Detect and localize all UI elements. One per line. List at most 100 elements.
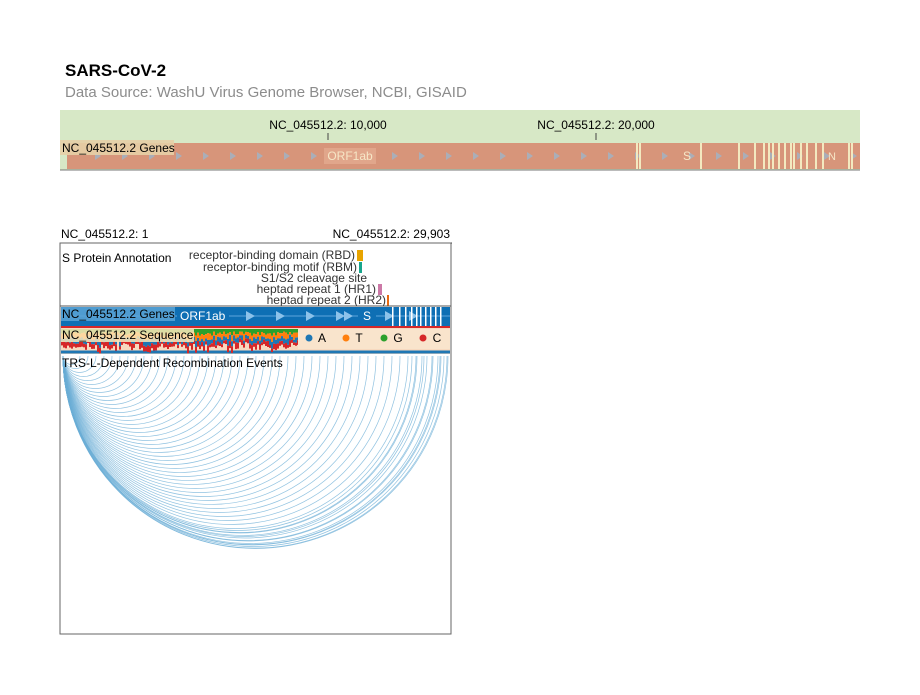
base-composition-bar (187, 342, 189, 347)
base-composition-bar (239, 335, 241, 339)
sequence-track-label-bg (61, 329, 194, 342)
base-composition-bar (79, 341, 81, 348)
base-composition-bar (99, 347, 101, 354)
recombination-arc (62, 355, 129, 389)
base-composition-bar (203, 329, 205, 336)
base-composition-bar (295, 337, 297, 343)
base-legend-label-c: C (433, 331, 442, 345)
genes-track-label: NC_045512.2 Genes (62, 307, 175, 321)
base-composition-bar (233, 331, 235, 336)
base-composition-bar (277, 343, 279, 349)
base-composition-bar (217, 333, 219, 337)
base-composition-bar (163, 343, 165, 348)
recombination-arcs[interactable] (62, 355, 449, 549)
base-composition-bar (237, 342, 239, 349)
overview-gene-body[interactable] (67, 143, 860, 169)
base-composition-bar (109, 340, 111, 346)
annotation-track-label: S Protein Annotation (62, 251, 171, 265)
base-composition-bar (229, 334, 231, 342)
gene-boundary (435, 307, 437, 326)
base-composition-bar (181, 344, 183, 347)
base-composition-bar (187, 346, 189, 354)
gene-boundary (768, 143, 770, 169)
base-legend-dot-t (342, 334, 350, 342)
base-composition-bar (211, 335, 213, 340)
strand-arrow (689, 152, 695, 160)
base-legend-bg (298, 329, 450, 349)
base-composition-bar (275, 329, 277, 336)
base-composition-bar (241, 335, 243, 341)
base-composition-bar (259, 329, 261, 335)
base-composition-bar (217, 329, 219, 334)
annotation-hr2-mark[interactable] (387, 295, 389, 306)
base-composition-bar (221, 329, 223, 335)
base-composition-bar (227, 339, 229, 346)
base-composition-bar (269, 345, 271, 348)
recombination-arc (62, 355, 369, 509)
base-composition-bar (223, 340, 225, 344)
annotation-rbd-mark[interactable] (357, 250, 363, 261)
base-composition-bar (133, 343, 135, 348)
recombination-arc (62, 355, 413, 531)
base-composition-bar (219, 332, 221, 338)
base-composition-bar (275, 335, 277, 340)
gene-boundary (440, 307, 442, 326)
base-composition-bar (215, 329, 217, 336)
recombination-arc (62, 355, 281, 465)
base-composition-bar (143, 345, 145, 352)
detail-gene-boundaries (392, 307, 442, 326)
base-composition-bar (197, 329, 199, 333)
detail-gene-label-s: S (363, 309, 371, 323)
detail-panel[interactable]: NC_045512.2: 1 NC_045512.2: 29,903 S Pro… (59, 227, 452, 635)
base-legend-dot-g (380, 334, 388, 342)
base-composition-bar (279, 329, 281, 334)
base-composition-bar (283, 343, 285, 348)
strand-arrow (257, 152, 263, 160)
strand-arrow (662, 152, 668, 160)
base-composition-bar (149, 346, 151, 353)
base-composition-bar (201, 339, 203, 343)
base-composition-bar (209, 344, 211, 348)
recombination-arc (62, 355, 289, 469)
base-composition-bar (235, 338, 237, 343)
base-composition-bar (195, 335, 197, 341)
strand-arrow (385, 311, 394, 321)
base-composition-bar (289, 340, 291, 347)
base-legend-label-a: A (318, 331, 326, 345)
annotation-rbd-label: receptor-binding domain (RBD) (189, 248, 355, 262)
gene-boundary (399, 307, 401, 326)
recombination-arc (62, 355, 448, 549)
base-composition-bar (287, 338, 289, 345)
base-composition-bar (249, 343, 251, 349)
base-composition-bar (261, 336, 263, 343)
strand-arrow (176, 152, 182, 160)
gene-boundary (822, 143, 824, 169)
recombination-arc (62, 355, 193, 421)
base-composition-bar (143, 339, 145, 346)
base-composition-bar (189, 342, 191, 346)
gene-boundary (790, 143, 792, 169)
strand-arrow (311, 152, 317, 160)
base-composition-bar (225, 340, 227, 344)
annotation-rbm-mark[interactable] (359, 262, 362, 273)
overview-panel[interactable]: NC_045512.2: 10,000 NC_045512.2: 20,000 … (60, 110, 860, 171)
recombination-arc (62, 355, 353, 501)
strand-arrow (824, 152, 830, 160)
base-composition-bar (213, 335, 215, 340)
base-composition-bar (257, 329, 259, 332)
recombination-arc (62, 355, 423, 536)
base-composition-bar (199, 329, 201, 336)
gene-boundary (700, 143, 702, 169)
annotation-hr1-mark[interactable] (378, 284, 382, 295)
base-composition-bar (285, 342, 287, 349)
base-composition-bar (287, 344, 289, 348)
base-composition-bar (235, 342, 237, 350)
detail-gene-label-orf1ab: ORF1ab (180, 309, 226, 323)
base-composition-bar (91, 344, 93, 349)
base-composition-bar (203, 341, 205, 346)
recombination-arc (62, 355, 241, 445)
base-composition-bar (225, 334, 227, 338)
base-composition-bar (267, 341, 269, 347)
base-composition-bar (221, 344, 223, 348)
base-composition-bar (231, 329, 233, 336)
